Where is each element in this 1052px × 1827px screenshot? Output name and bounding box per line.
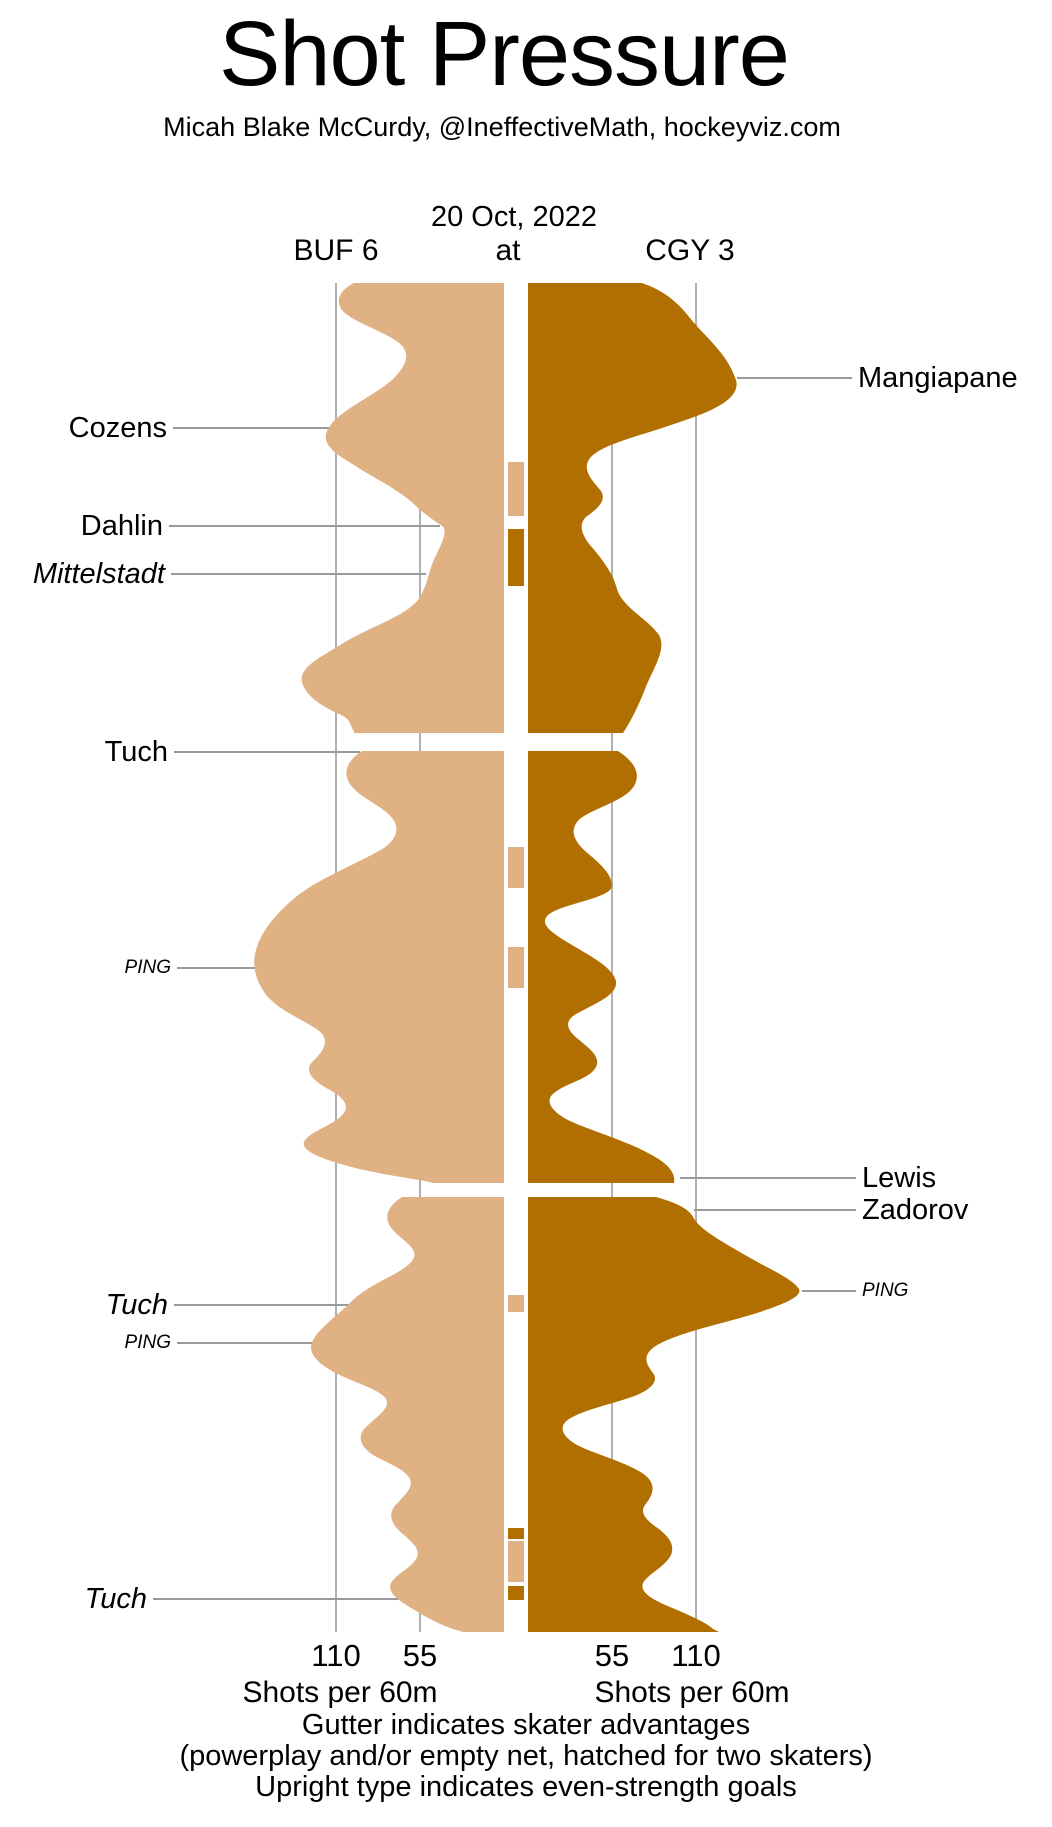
player-annotation: Mangiapane <box>858 362 1018 394</box>
leader-line <box>680 1177 856 1179</box>
axis-tick: 110 <box>311 1638 361 1673</box>
player-annotation: Dahlin <box>80 510 163 542</box>
player-annotation: Mittelstadt <box>32 558 165 590</box>
leader-line <box>153 1598 430 1600</box>
axis-tick: 55 <box>402 1638 438 1673</box>
buf-density-period-3 <box>310 1197 504 1632</box>
player-annotation: Zadorov <box>862 1194 969 1226</box>
home-team-score: CGY 3 <box>645 234 735 267</box>
gutter-mark-home <box>508 1528 524 1539</box>
away-team-score: BUF 6 <box>293 234 379 267</box>
left-axis-title: Shots per 60m <box>242 1676 438 1709</box>
cgy-density-period-1 <box>528 283 737 733</box>
player-annotation: Cozens <box>68 412 167 444</box>
axis-tick: 110 <box>671 1638 721 1673</box>
gridline <box>611 283 613 1632</box>
player-annotation: Tuch <box>84 1583 147 1615</box>
legend-footer-line: Gutter indicates skater advantages <box>301 1709 751 1741</box>
ping-annotation: PING <box>124 1332 171 1353</box>
right-axis-title: Shots per 60m <box>594 1676 790 1709</box>
gutter-mark-away <box>508 462 524 516</box>
leader-line <box>802 1290 856 1292</box>
page-title: Shot Pressure <box>219 3 790 105</box>
player-annotation: Lewis <box>862 1162 937 1194</box>
legend-footer-line: (powerplay and/or empty net, hatched for… <box>179 1740 873 1772</box>
ping-annotation: PING <box>862 1280 909 1301</box>
leader-line <box>173 427 368 429</box>
legend-footer-line: Upright type indicates even-strength goa… <box>255 1771 797 1803</box>
player-annotation: Tuch <box>105 1289 168 1321</box>
player-annotation: Tuch <box>104 736 168 768</box>
gutter-mark-away <box>508 1541 524 1582</box>
buf-density-period-1 <box>301 283 504 733</box>
leader-line <box>169 525 440 527</box>
game-date: 20 Oct, 2022 <box>430 201 598 233</box>
cgy-density-period-3 <box>528 1197 800 1632</box>
gutter-mark-home <box>508 1586 524 1600</box>
leader-line <box>177 967 300 969</box>
gutter-mark-away <box>508 1295 524 1312</box>
gutter-mark-home <box>508 529 524 586</box>
leader-line <box>177 1342 318 1344</box>
leader-line <box>171 573 426 575</box>
byline: Micah Blake McCurdy, @IneffectiveMath, h… <box>163 112 841 142</box>
gutter-mark-away <box>508 947 524 988</box>
cgy-density-period-2 <box>528 751 675 1183</box>
leader-line <box>694 1209 856 1211</box>
buf-density-period-2 <box>254 751 504 1183</box>
gridline <box>695 283 697 1632</box>
legend-footer: Gutter indicates skater advantages (power… <box>0 1710 1052 1803</box>
leader-line <box>174 751 360 753</box>
leader-line <box>174 1304 364 1306</box>
at-label: at <box>495 234 521 267</box>
leader-line <box>737 377 852 379</box>
ping-annotation: PING <box>124 957 171 978</box>
axis-tick: 55 <box>594 1638 630 1673</box>
gutter-mark-away <box>508 847 524 888</box>
